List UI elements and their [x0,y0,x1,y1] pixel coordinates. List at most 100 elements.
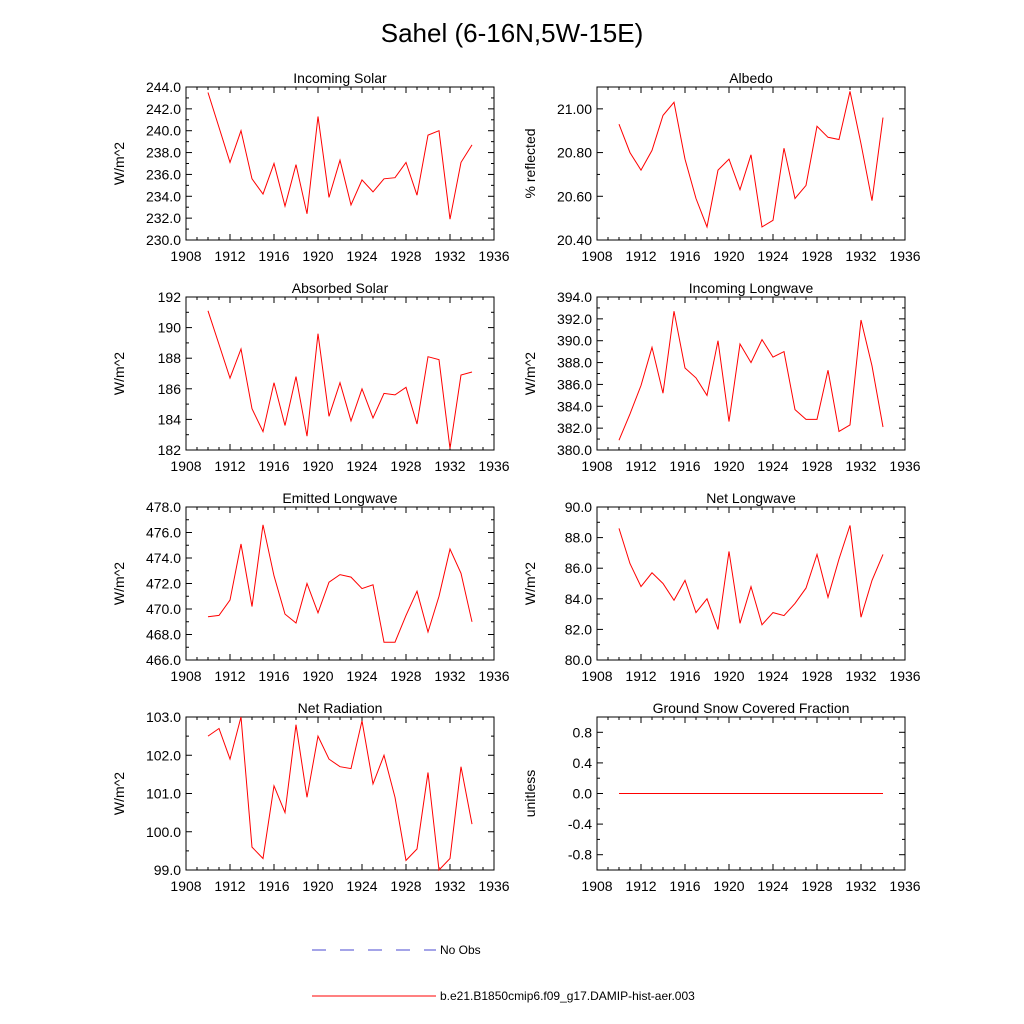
panel-net-radiation: Net Radiation W/m^2 1908 1912 1916 1920 1924 19… [111,700,510,894]
x-tick-label: 1916 [258,878,289,894]
y-axis-label: W/m^2 [522,352,538,395]
legend: No Obs b.e21.B1850cmip6.f09_g17.DAMIP-hi… [312,943,695,1003]
figure-title: Sahel (6-16N,5W-15E) [381,18,644,48]
panel-net-longwave: Net Longwave W/m^2 1908 1912 1916 1920 1924 192… [522,490,921,684]
panel-albedo: Albedo % reflected 1908 1912 1916 1920 1924 192… [522,70,921,264]
x-tick-label: 1912 [214,878,245,894]
panel-ground-snow-covered-fraction: Ground Snow Covered Fraction unitless 1908… [522,700,921,894]
x-tick-label: 1912 [214,248,245,264]
panel-title: Albedo [729,70,773,86]
y-tick-label: 382.0 [557,420,592,436]
x-tick-label: 1908 [170,878,201,894]
x-tick-label: 1936 [889,668,920,684]
x-tick-label: 1928 [801,248,832,264]
series-line [618,311,884,441]
x-tick-label: 1920 [302,248,333,264]
x-tick-label: 1912 [625,668,656,684]
x-tick-label: 1928 [390,248,421,264]
y-axis-label: W/m^2 [111,772,127,815]
x-tick-label: 1920 [302,458,333,474]
series-line [618,91,884,229]
y-tick-label: 468.0 [146,627,181,643]
x-tick-label: 1916 [258,248,289,264]
x-tick-label: 1912 [214,668,245,684]
x-tick-label: 1936 [889,878,920,894]
y-tick-label: 392.0 [557,311,592,327]
y-axis-label: unitless [522,770,538,817]
x-tick-label: 1912 [625,248,656,264]
y-axis-label: W/m^2 [111,352,127,395]
x-tick-label: 1932 [845,668,876,684]
x-tick-label: 1936 [889,248,920,264]
x-tick-label: 1912 [625,878,656,894]
plot-frame [185,86,495,241]
plot-frame [596,296,906,451]
panel-incoming-longwave: Incoming Longwave W/m^2 1908 1912 1916 1920 19… [522,280,921,474]
y-tick-label: 236.0 [146,166,181,182]
x-tick-label: 1924 [346,248,377,264]
x-tick-label: 1936 [889,458,920,474]
x-tick-label: 1908 [170,248,201,264]
x-tick-label: 1924 [346,668,377,684]
y-tick-label: 386.0 [557,376,592,392]
x-tick-label: 1924 [757,458,788,474]
x-tick-label: 1936 [478,878,509,894]
y-tick-label: 100.0 [146,824,181,840]
x-tick-label: 1908 [581,248,612,264]
series-line [207,524,473,643]
x-tick-label: 1924 [757,668,788,684]
y-tick-label: 0.8 [573,724,593,740]
x-tick-label: 1932 [434,878,465,894]
x-tick-label: 1932 [845,248,876,264]
panel-title: Ground Snow Covered Fraction [653,700,850,716]
series-line [207,716,473,872]
series-line [618,525,884,630]
panel-title: Net Longwave [706,490,796,506]
panel-title: Incoming Solar [293,70,387,86]
x-tick-label: 1924 [757,248,788,264]
x-tick-label: 1928 [390,878,421,894]
x-tick-label: 1908 [581,878,612,894]
x-tick-label: 1932 [434,668,465,684]
y-tick-label: 238.0 [146,145,181,161]
x-tick-label: 1920 [713,878,744,894]
x-tick-label: 1932 [845,458,876,474]
y-tick-label: 230.0 [146,232,181,248]
y-tick-label: 478.0 [146,499,181,515]
y-tick-label: 234.0 [146,188,181,204]
x-tick-label: 1928 [390,668,421,684]
y-tick-label: 0.4 [573,755,593,771]
x-tick-label: 1912 [625,458,656,474]
panel-title: Emitted Longwave [282,490,397,506]
y-tick-label: 390.0 [557,333,592,349]
x-tick-label: 1924 [346,878,377,894]
x-tick-label: 1928 [390,458,421,474]
panel-title: Incoming Longwave [689,280,814,296]
y-tick-label: 380.0 [557,442,592,458]
x-tick-label: 1920 [302,878,333,894]
y-tick-label: 182 [158,442,182,458]
legend-label-no-obs: No Obs [440,943,481,957]
y-tick-label: 242.0 [146,101,181,117]
panel-title: Net Radiation [298,700,383,716]
x-tick-label: 1936 [478,458,509,474]
y-tick-label: 101.0 [146,786,181,802]
y-tick-label: 20.80 [557,145,592,161]
y-tick-label: 476.0 [146,525,181,541]
y-axis-label: W/m^2 [111,562,127,605]
x-tick-label: 1908 [170,458,201,474]
y-tick-label: 394.0 [557,289,592,305]
x-tick-label: 1916 [669,248,700,264]
series-line [207,92,473,220]
x-tick-label: 1928 [801,458,832,474]
x-tick-label: 1932 [845,878,876,894]
y-tick-label: 186 [158,381,182,397]
y-tick-label: 21.00 [557,101,592,117]
y-tick-label: 84.0 [565,591,592,607]
y-tick-label: 388.0 [557,355,592,371]
x-tick-label: 1936 [478,668,509,684]
series-line [207,310,473,449]
y-tick-label: -0.4 [568,816,592,832]
y-tick-label: 244.0 [146,79,181,95]
